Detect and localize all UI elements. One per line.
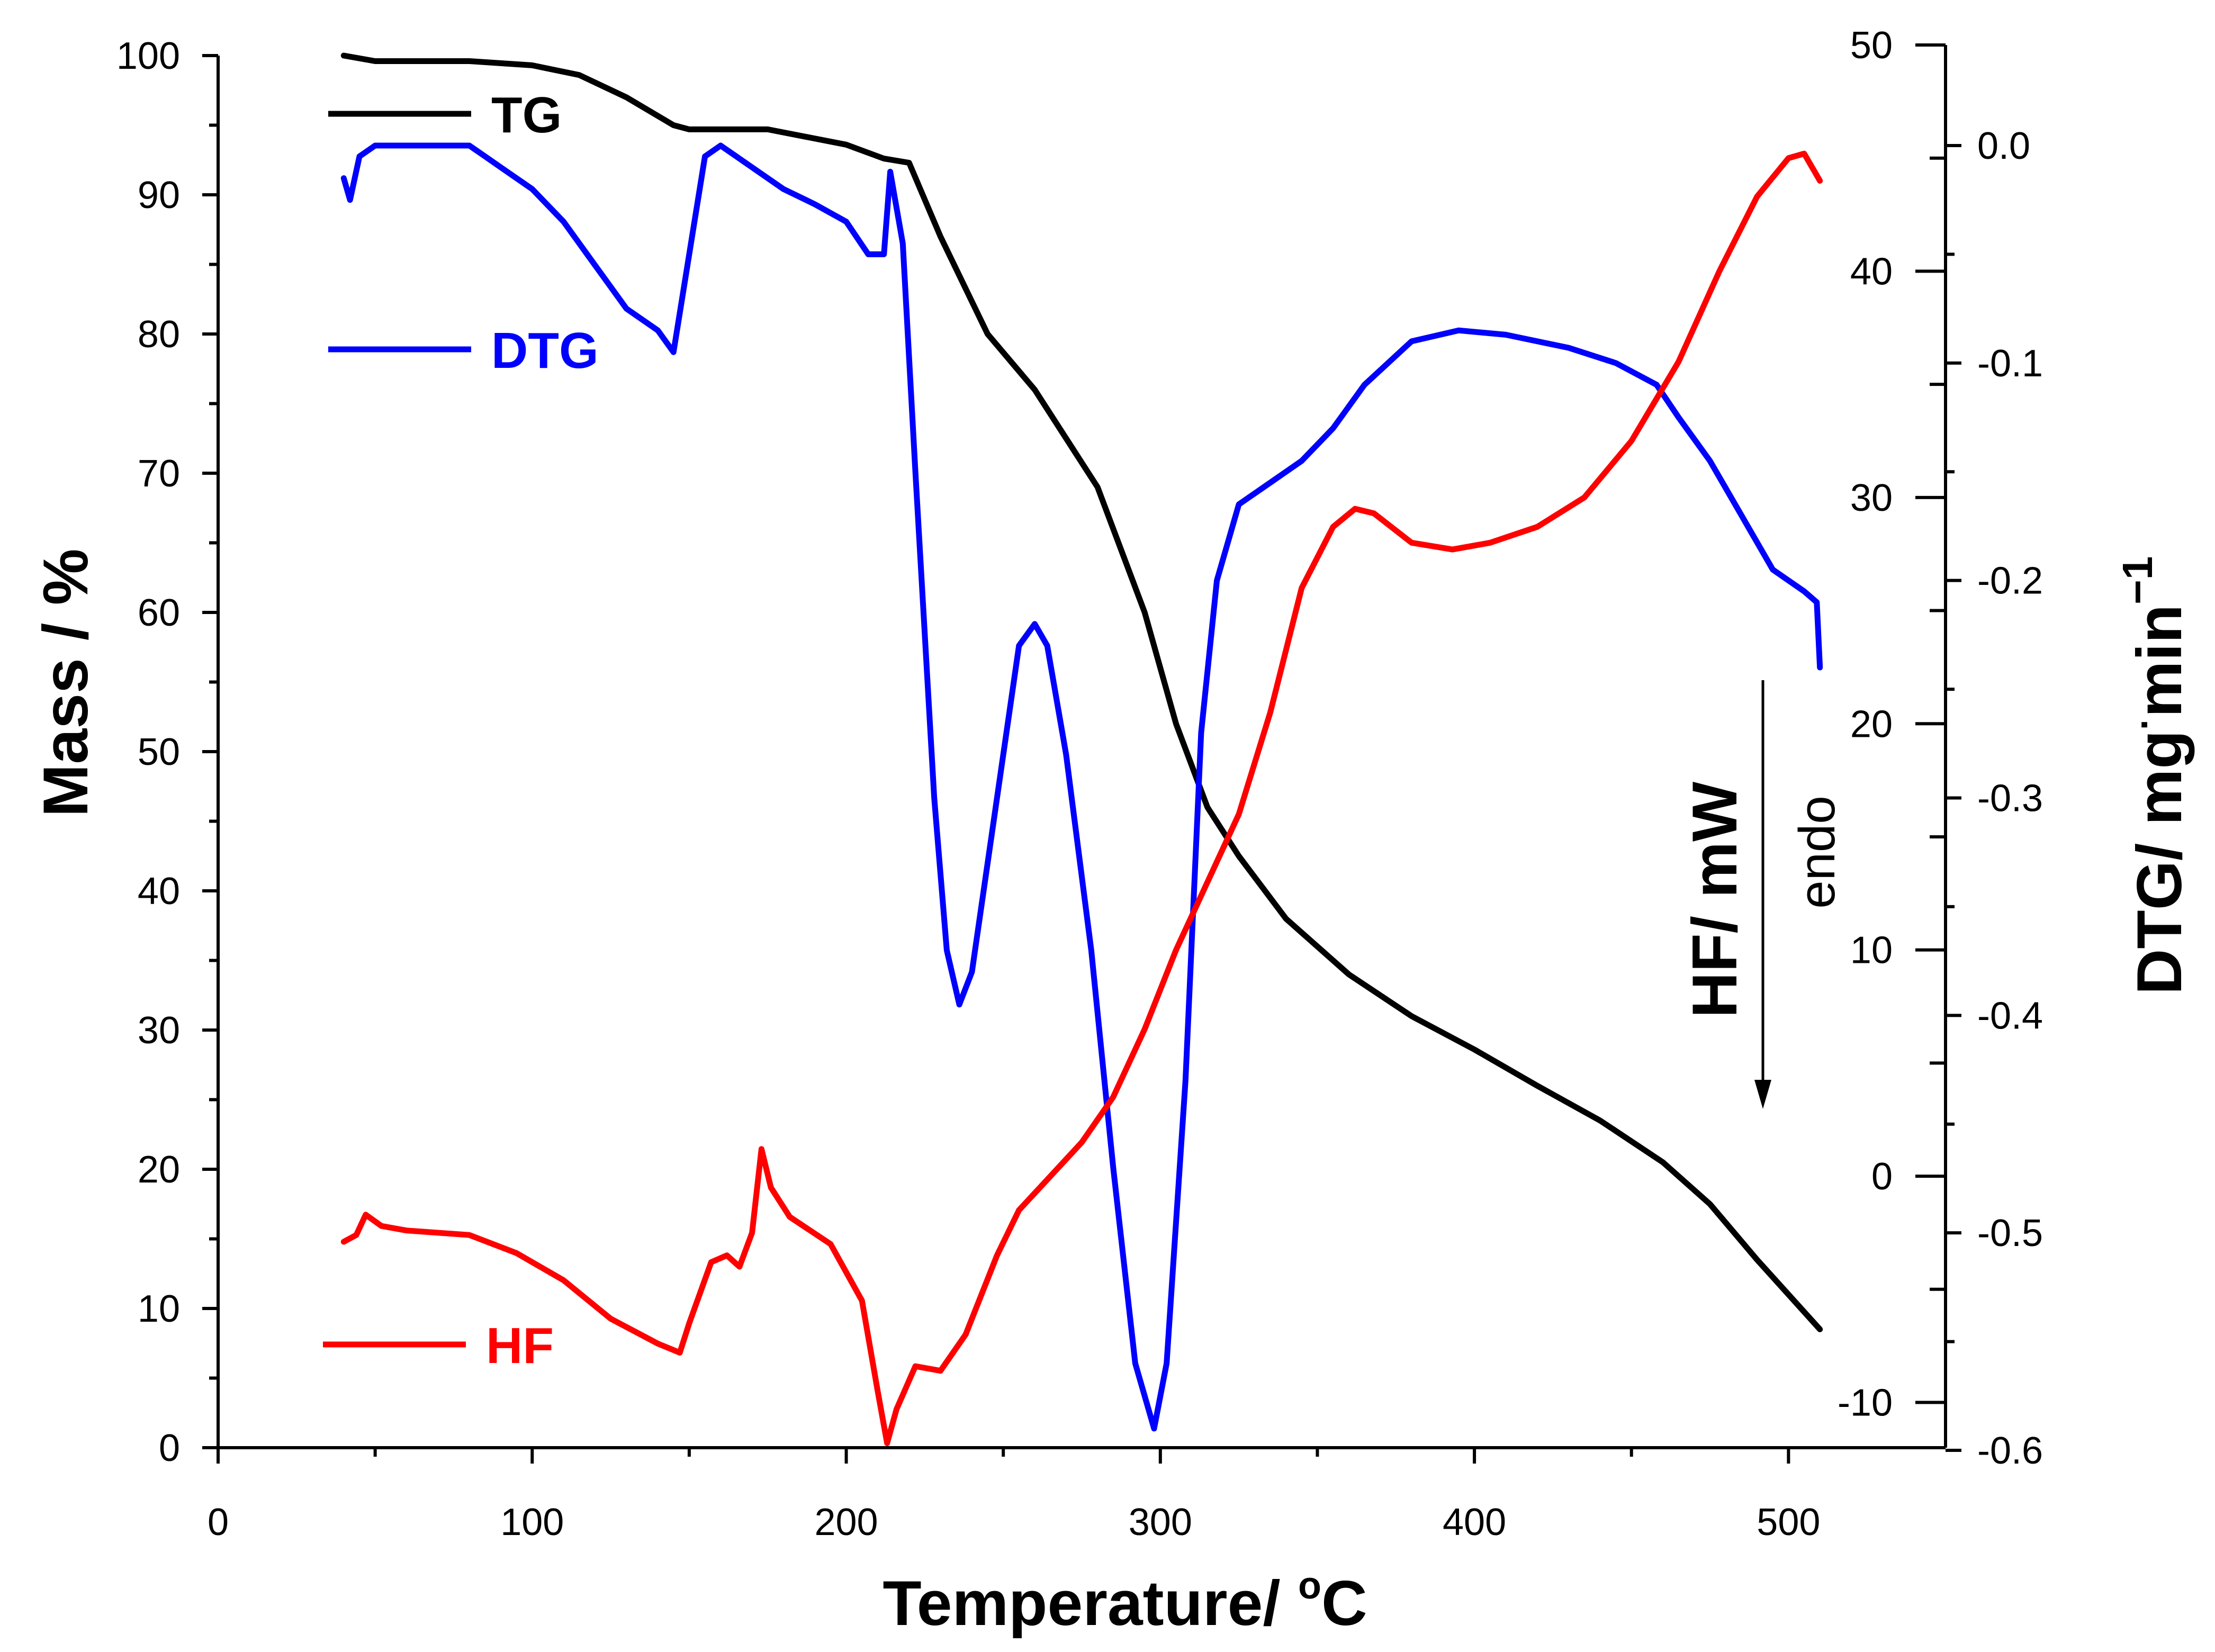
x-axis-title-unit: C — [1321, 1568, 1367, 1639]
left-tick-label: 100 — [116, 35, 180, 77]
hf-tick-label: 40 — [1850, 250, 1893, 293]
x-tick-label: 300 — [1129, 1501, 1192, 1543]
left-tick-label: 40 — [138, 870, 180, 913]
left-tick-label: 80 — [138, 313, 180, 356]
dtg-tick-label: -0.6 — [1977, 1430, 2043, 1472]
x-axis-title: Temperature/ oC — [883, 1565, 1367, 1639]
hf-tick-label: 20 — [1850, 703, 1893, 745]
left-tick-label: 60 — [138, 592, 180, 634]
endo-annotation: endo — [1754, 680, 1845, 1109]
endo-label: endo — [1789, 796, 1845, 909]
dtg-tick-label: -0.1 — [1977, 342, 2043, 385]
dtg-tick-label: -0.4 — [1977, 995, 2043, 1037]
legend: TG DTG HF — [323, 87, 599, 1374]
dtg-axis-title-dot: · — [2123, 717, 2166, 730]
dtg-axis-title-unit: min — [2124, 604, 2195, 717]
x-axis-title-sup: o — [1298, 1565, 1321, 1607]
hf-tick-label: -10 — [1838, 1382, 1893, 1424]
dtg-tick-label: 0.0 — [1977, 125, 2030, 167]
left-tick-label: 30 — [138, 1009, 180, 1052]
left-tick-label: 10 — [138, 1288, 180, 1330]
dtg-axis-title-sup: −1 — [2114, 556, 2161, 604]
left-tick-label: 50 — [138, 731, 180, 773]
hf-tick-label: 30 — [1850, 477, 1893, 519]
endo-arrow-icon — [1754, 1080, 1771, 1109]
left-tick-label: 70 — [138, 453, 180, 495]
dtg-axis-title-main: DTG/ mg — [2124, 730, 2195, 995]
x-tick-label: 200 — [814, 1501, 878, 1543]
hf-tick-label: 10 — [1850, 929, 1893, 972]
dtg-tick-label: -0.5 — [1977, 1212, 2043, 1254]
x-tick-label: 500 — [1757, 1501, 1820, 1543]
hf-tick-label: 0 — [1871, 1156, 1893, 1198]
ticks: 0 100 200 300 400 5000102030405060708090100-1… — [116, 24, 2043, 1543]
tg-series-line — [340, 52, 1823, 1332]
dtg-tick-label: -0.2 — [1977, 560, 2043, 602]
dtg-tick-label: -0.3 — [1977, 778, 2043, 820]
legend-label-hf: HF — [486, 1317, 554, 1374]
x-tick-label: 400 — [1443, 1501, 1506, 1543]
hf-tick-label: 50 — [1850, 24, 1893, 67]
x-axis-title-main: Temperature/ — [883, 1568, 1298, 1639]
hf-series-line — [340, 150, 1823, 1446]
dtg-series-line — [340, 142, 1823, 1432]
left-tick-label: 0 — [159, 1427, 180, 1469]
left-y-axis-title: Mass / % — [30, 549, 101, 817]
legend-label-tg: TG — [491, 87, 562, 143]
left-tick-label: 20 — [138, 1149, 180, 1191]
legend-label-dtg: DTG — [491, 322, 599, 379]
hf-axis-title: HF/ mW — [1679, 781, 1750, 1018]
x-tick-label: 100 — [500, 1501, 564, 1543]
axis-titles: Temperature/ oC Mass / % HF/ mW DTG/ mg·… — [30, 549, 2195, 1639]
left-tick-label: 90 — [138, 174, 180, 216]
dtg-axis-title: DTG/ mg·min−1 — [2114, 556, 2195, 995]
series-layer — [340, 52, 1823, 1446]
x-tick-label: 0 — [208, 1501, 229, 1543]
